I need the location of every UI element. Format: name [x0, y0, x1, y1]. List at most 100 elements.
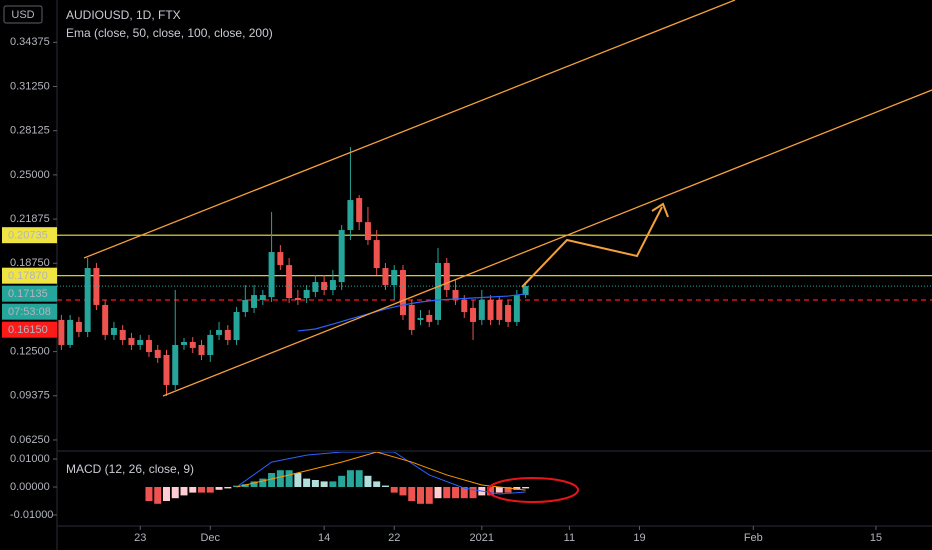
candle-body	[312, 282, 319, 292]
candle-body	[67, 319, 74, 345]
channel-lower	[162, 89, 932, 397]
price-label: 0.17870	[8, 270, 48, 282]
histogram-bar	[145, 487, 153, 502]
histogram-bar	[198, 487, 206, 493]
y-tick-label: 0.06250	[10, 434, 50, 446]
histogram-bar	[469, 487, 477, 499]
y-tick-label: 0.25000	[10, 169, 50, 181]
candle-body	[277, 252, 284, 266]
x-tick-label: 15	[870, 532, 882, 544]
candle-body	[443, 262, 450, 290]
macd-title: MACD (12, 26, close, 9)	[66, 462, 194, 476]
candle-body	[435, 262, 442, 320]
y-tick-label: 0.21875	[10, 213, 50, 225]
candle-body	[216, 329, 223, 335]
histogram-bar	[338, 475, 346, 488]
histogram-bar	[495, 487, 503, 493]
price-label-bg	[2, 267, 57, 284]
candle-body	[487, 300, 494, 320]
candle-body	[417, 317, 424, 320]
histogram-bar	[303, 478, 311, 488]
histogram-bar	[416, 487, 424, 504]
candle-body	[505, 304, 512, 322]
histogram-bar	[452, 487, 460, 499]
candle-body	[154, 349, 161, 358]
price-label-bg	[2, 227, 57, 244]
histogram-bar	[513, 487, 521, 490]
histogram-bar	[259, 478, 267, 488]
price-label-bg	[2, 321, 57, 338]
countdown: 07:53:08	[8, 306, 51, 318]
candle-body	[426, 314, 433, 322]
histogram-bar	[487, 487, 495, 496]
histogram-bar	[285, 470, 293, 488]
histogram-bar	[276, 470, 284, 488]
price-label-bg	[2, 285, 57, 302]
candle-body	[84, 268, 91, 332]
histogram-bar	[241, 484, 249, 488]
candle-body	[102, 304, 109, 335]
histogram-bar	[408, 487, 416, 502]
x-tick-label: 19	[633, 532, 645, 544]
histogram-bar	[162, 487, 170, 502]
candle-body	[303, 289, 310, 299]
histogram-bar	[224, 487, 232, 489]
candle-body	[373, 240, 380, 269]
x-tick-label: 11	[564, 532, 575, 544]
candle-body	[233, 312, 240, 341]
candle-body	[242, 300, 249, 313]
candle-body	[286, 265, 293, 299]
histogram-bar	[215, 487, 223, 490]
channel-upper	[83, 0, 736, 259]
price-label: 0.16150	[8, 324, 48, 336]
histogram-bar	[504, 487, 512, 493]
y-tick-label: 0.00000	[10, 481, 50, 493]
histogram-bar	[233, 485, 241, 488]
y-tick-label: 0.09375	[10, 390, 50, 402]
candle-body	[329, 280, 336, 290]
macd-pane	[145, 452, 530, 504]
candle-body	[119, 329, 126, 341]
candle-body	[110, 327, 117, 335]
candle-body	[452, 289, 459, 300]
currency: USD	[11, 9, 34, 21]
candle-body	[356, 198, 363, 223]
candle-body	[496, 300, 503, 320]
x-tick-label: 2021	[470, 532, 494, 544]
candle-body	[224, 329, 231, 341]
candle-body	[522, 286, 529, 296]
y-tick-label: 0.34375	[10, 36, 50, 48]
histogram-bar	[443, 487, 451, 499]
y-tick-label: 0.18750	[10, 257, 50, 269]
candle-body	[478, 300, 485, 320]
candle-body	[207, 334, 214, 355]
candle-body	[294, 298, 301, 300]
histogram-bar	[320, 481, 328, 488]
candle-body	[251, 295, 258, 308]
candle-body	[382, 268, 389, 286]
axes: 0.34375 0.31250 0.28125 0.25000 0.21875 0.187…	[2, 36, 882, 544]
highlight-ellipse	[487, 477, 579, 503]
x-tick-label: Dec	[200, 532, 220, 544]
ema-line	[297, 293, 526, 332]
x-tick-label: 22	[388, 532, 400, 544]
y-tick-label: 0.31250	[10, 80, 50, 92]
x-tick-label: 14	[318, 532, 330, 544]
histogram-bar	[425, 487, 433, 504]
candle-body	[128, 338, 135, 345]
candle-body	[163, 354, 170, 385]
y-tick-label: 0.01000	[10, 453, 50, 465]
drawings	[83, 0, 932, 397]
price-pane	[57, 147, 932, 396]
histogram-bar	[346, 470, 354, 488]
y-tick-label: 0.12500	[10, 346, 50, 358]
signal-line	[236, 452, 526, 491]
histogram-bar	[434, 487, 442, 499]
histogram-bar	[460, 487, 468, 499]
candle-body	[189, 341, 196, 348]
histogram-bar	[311, 480, 319, 488]
candle-body	[513, 295, 520, 322]
candle-body	[347, 200, 354, 231]
candle-body	[58, 319, 65, 345]
currency-badge[interactable]	[3, 5, 43, 24]
